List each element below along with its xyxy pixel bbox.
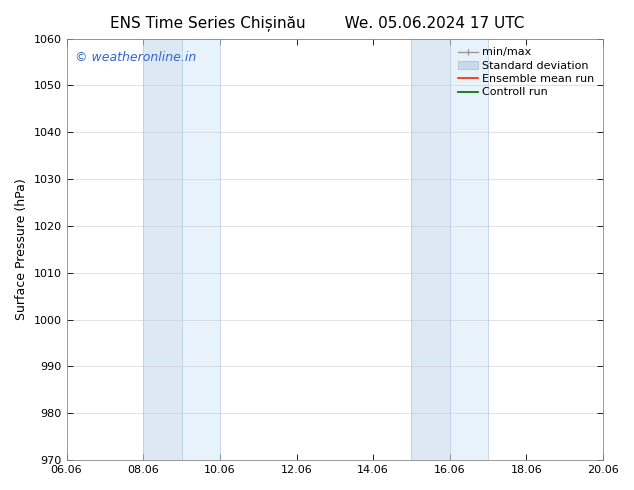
Bar bbox=[143, 39, 181, 460]
Y-axis label: Surface Pressure (hPa): Surface Pressure (hPa) bbox=[15, 178, 28, 320]
Bar bbox=[450, 39, 488, 460]
Text: © weatheronline.in: © weatheronline.in bbox=[75, 51, 196, 64]
Bar bbox=[181, 39, 220, 460]
Bar bbox=[411, 39, 450, 460]
Text: ENS Time Series Chișinău        We. 05.06.2024 17 UTC: ENS Time Series Chișinău We. 05.06.2024 … bbox=[110, 15, 524, 30]
Legend: min/max, Standard deviation, Ensemble mean run, Controll run: min/max, Standard deviation, Ensemble me… bbox=[454, 44, 598, 101]
